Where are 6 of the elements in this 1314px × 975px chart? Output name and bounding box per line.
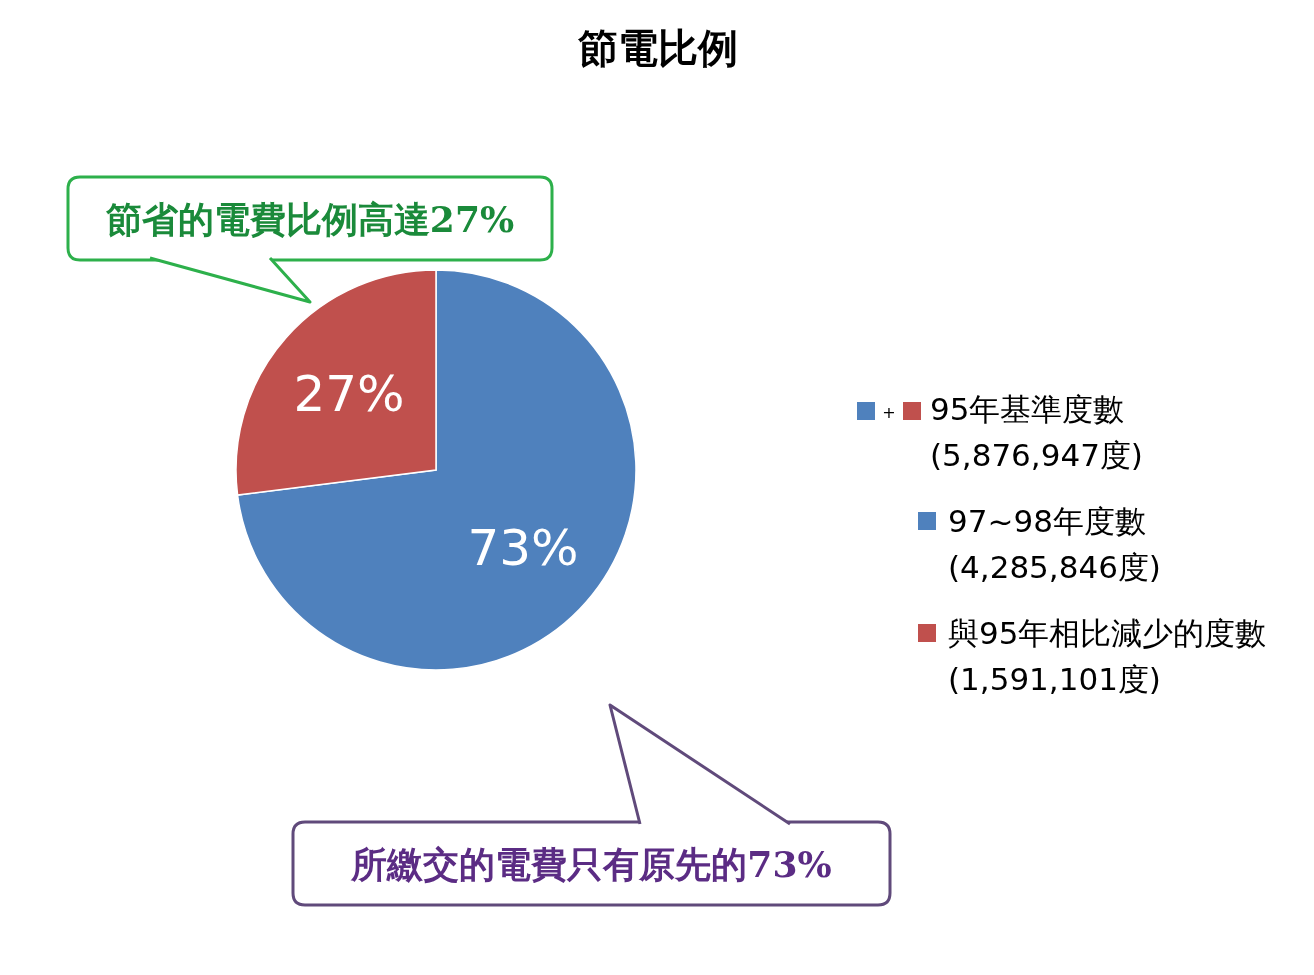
data-label: 27% [293,365,405,424]
legend-label: 97~98年度數(4,285,846度) [948,503,1161,585]
text: + 95年基準度數(5,876,947度) [882,391,1143,473]
data-label: 73% [467,518,579,577]
legend-label: 與95年相比減少的度數(1,591,101度) [948,615,1267,697]
chart-title: 節電比例 [577,24,738,71]
